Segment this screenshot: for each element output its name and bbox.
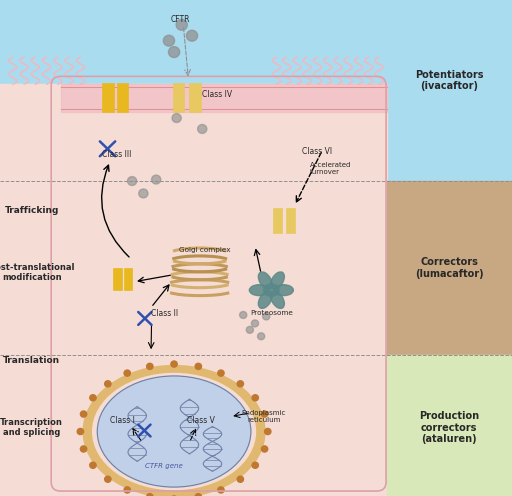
Bar <box>102 83 114 112</box>
Circle shape <box>104 476 111 482</box>
Ellipse shape <box>97 376 251 487</box>
Ellipse shape <box>259 272 272 289</box>
Text: Correctors
(lumacaftor): Correctors (lumacaftor) <box>415 257 483 279</box>
Bar <box>173 83 184 112</box>
Bar <box>61 84 387 112</box>
Bar <box>117 83 128 112</box>
Text: Post-translational
modification: Post-translational modification <box>0 263 74 283</box>
Circle shape <box>262 446 268 452</box>
Circle shape <box>195 363 202 370</box>
Circle shape <box>176 19 187 30</box>
Text: Translation: Translation <box>3 356 60 365</box>
Circle shape <box>168 47 180 58</box>
Circle shape <box>258 333 265 340</box>
Circle shape <box>218 487 224 493</box>
Bar <box>113 268 122 290</box>
Bar <box>387 0 512 181</box>
Circle shape <box>186 30 198 41</box>
Circle shape <box>198 124 207 133</box>
Circle shape <box>265 429 271 434</box>
Ellipse shape <box>83 366 265 496</box>
Ellipse shape <box>93 373 255 490</box>
Bar <box>387 181 512 355</box>
Text: Potentiators
(ivacaftor): Potentiators (ivacaftor) <box>415 69 483 91</box>
Ellipse shape <box>274 285 293 296</box>
Bar <box>273 208 282 233</box>
Circle shape <box>124 487 131 493</box>
Circle shape <box>195 494 202 496</box>
Text: Class V: Class V <box>187 416 215 425</box>
Text: CFTR: CFTR <box>171 15 190 24</box>
Circle shape <box>104 381 111 387</box>
Circle shape <box>139 189 148 198</box>
Circle shape <box>218 370 224 376</box>
Bar <box>189 83 201 112</box>
Text: Proteosome: Proteosome <box>250 310 293 316</box>
Text: Class II: Class II <box>151 309 178 318</box>
Text: Class IV: Class IV <box>202 90 232 99</box>
Bar <box>0 84 387 496</box>
Circle shape <box>251 320 259 327</box>
Text: Class III: Class III <box>102 150 132 159</box>
Text: Class I: Class I <box>111 416 135 425</box>
Circle shape <box>146 494 153 496</box>
Bar <box>387 355 512 496</box>
Bar <box>0 0 387 84</box>
Circle shape <box>171 361 177 367</box>
Bar <box>286 208 295 233</box>
Circle shape <box>252 395 259 401</box>
Circle shape <box>246 326 253 333</box>
Circle shape <box>237 381 244 387</box>
Circle shape <box>262 411 268 417</box>
Circle shape <box>77 429 83 434</box>
Circle shape <box>80 446 87 452</box>
Circle shape <box>263 313 270 320</box>
Ellipse shape <box>264 284 279 296</box>
Text: Accelerated
turnover: Accelerated turnover <box>310 162 351 175</box>
Text: Class VI: Class VI <box>302 147 332 156</box>
Circle shape <box>90 395 96 401</box>
Ellipse shape <box>259 291 272 309</box>
Circle shape <box>172 114 181 123</box>
Circle shape <box>240 311 247 318</box>
Circle shape <box>146 363 153 370</box>
Ellipse shape <box>271 291 284 309</box>
Circle shape <box>90 462 96 468</box>
Text: Endoplasmic
reticulum: Endoplasmic reticulum <box>242 410 286 423</box>
Circle shape <box>80 411 87 417</box>
Circle shape <box>163 35 175 46</box>
Text: CTFR gene: CTFR gene <box>145 463 183 469</box>
Ellipse shape <box>249 285 269 296</box>
Circle shape <box>237 476 244 482</box>
Circle shape <box>252 462 259 468</box>
Circle shape <box>152 175 161 184</box>
Text: Trafficking: Trafficking <box>5 206 59 215</box>
Circle shape <box>124 370 131 376</box>
Text: Golgi complex: Golgi complex <box>179 247 230 253</box>
Circle shape <box>127 177 137 186</box>
Ellipse shape <box>271 272 284 289</box>
Bar <box>124 268 132 290</box>
Text: Production
correctors
(ataluren): Production correctors (ataluren) <box>419 411 479 444</box>
Text: Transcription
and splicing: Transcription and splicing <box>1 418 63 437</box>
